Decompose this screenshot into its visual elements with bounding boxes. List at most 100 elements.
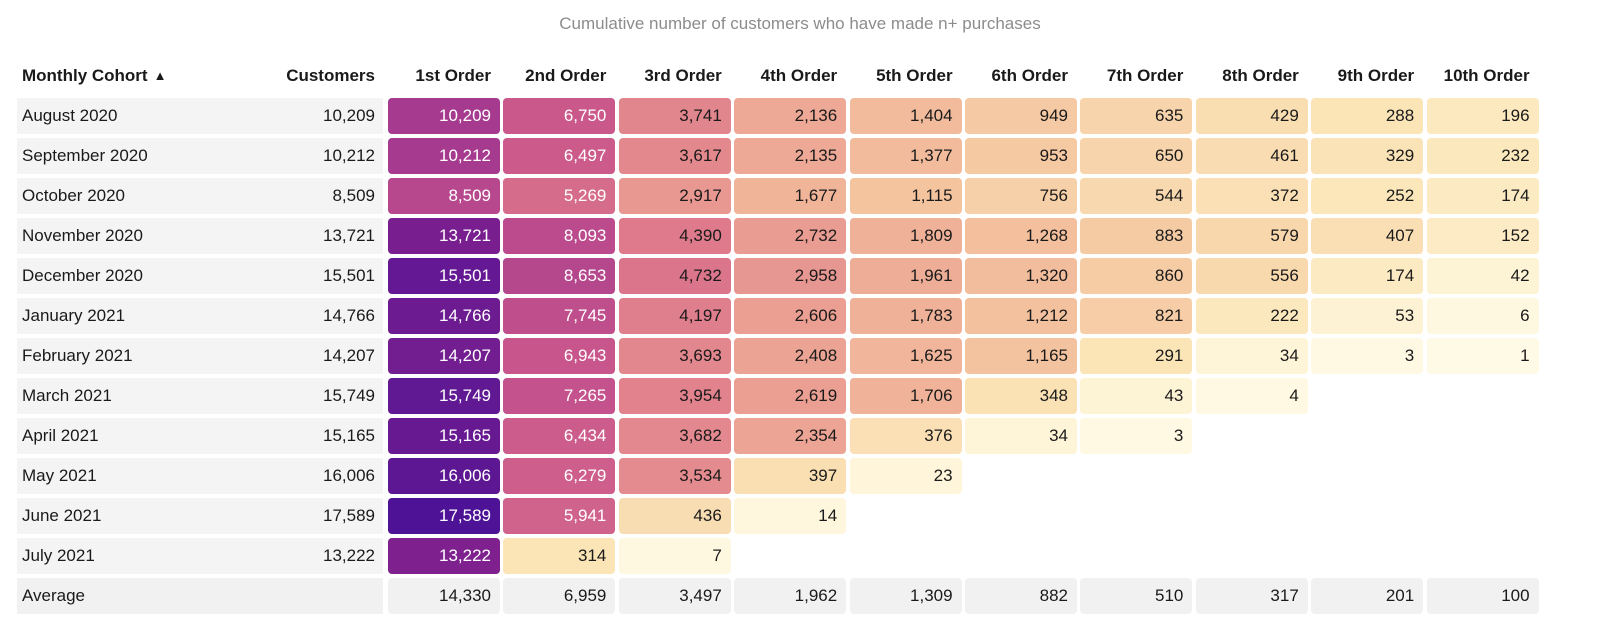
customers-cell: 14,207 xyxy=(270,338,383,374)
cohort-label: January 2021 xyxy=(17,298,270,334)
heatmap-cell: 3,617 xyxy=(618,138,731,174)
column-header-cohort[interactable]: Monthly Cohort ▲ xyxy=(22,62,166,90)
column-header-order-3[interactable]: 3rd Order xyxy=(644,66,722,85)
heatmap-cell: 1,625 xyxy=(849,338,962,374)
heatmap-cell: 429 xyxy=(1195,98,1308,134)
heatmap-cell: 42 xyxy=(1426,258,1539,294)
column-header-order-7[interactable]: 7th Order xyxy=(1106,66,1184,85)
column-header-order-2[interactable]: 2nd Order xyxy=(525,66,607,85)
heatmap-cell: 436 xyxy=(618,498,731,534)
heatmap-cell: 7 xyxy=(618,538,731,574)
heatmap-cell: 1,404 xyxy=(849,98,962,134)
heatmap-cell: 314 xyxy=(503,538,616,574)
cohort-label: August 2020 xyxy=(17,98,270,134)
customers-cell: 13,222 xyxy=(270,538,383,574)
customers-cell: 10,212 xyxy=(270,138,383,174)
heatmap-cell: 16,006 xyxy=(388,458,500,494)
column-header-customers[interactable]: Customers xyxy=(286,66,375,85)
heatmap-cell: 6,279 xyxy=(503,458,616,494)
heatmap-cell: 1,320 xyxy=(965,258,1077,294)
average-cell: 6,959 xyxy=(503,578,616,614)
heatmap-cell: 756 xyxy=(965,178,1077,214)
heatmap-cell: 288 xyxy=(1311,98,1424,134)
heatmap-cell: 2,354 xyxy=(734,418,847,454)
heatmap-cell: 376 xyxy=(849,418,962,454)
heatmap-cell: 397 xyxy=(734,458,847,494)
average-cell: 510 xyxy=(1080,578,1193,614)
heatmap-cell: 15,749 xyxy=(388,378,500,414)
average-cell: 882 xyxy=(965,578,1077,614)
heatmap-cell: 6,497 xyxy=(503,138,616,174)
heatmap-cell: 23 xyxy=(849,458,962,494)
customers-cell: 14,766 xyxy=(270,298,383,334)
triangle-up-icon[interactable]: ▲ xyxy=(153,68,167,83)
heatmap-cell: 2,136 xyxy=(734,98,847,134)
heatmap-cell: 1,783 xyxy=(849,298,962,334)
heatmap-cell: 2,606 xyxy=(734,298,847,334)
heatmap-cell: 174 xyxy=(1311,258,1424,294)
heatmap-cell: 883 xyxy=(1080,218,1193,254)
column-header-order-10[interactable]: 10th Order xyxy=(1443,66,1530,85)
heatmap-cell: 2,958 xyxy=(734,258,847,294)
heatmap-cell: 2,135 xyxy=(734,138,847,174)
heatmap-cell: 7,745 xyxy=(503,298,616,334)
customers-cell: 17,589 xyxy=(270,498,383,534)
cohort-label: March 2021 xyxy=(17,378,270,414)
heatmap-cell: 4,390 xyxy=(618,218,731,254)
column-header-order-1[interactable]: 1st Order xyxy=(415,66,491,85)
heatmap-cell: 949 xyxy=(965,98,1077,134)
heatmap-cell: 1,377 xyxy=(849,138,962,174)
cohort-label: February 2021 xyxy=(17,338,270,374)
heatmap-cell: 635 xyxy=(1080,98,1193,134)
heatmap-cell: 6,434 xyxy=(503,418,616,454)
cohort-label: October 2020 xyxy=(17,178,270,214)
heatmap-cell: 821 xyxy=(1080,298,1193,334)
heatmap-cell: 196 xyxy=(1426,98,1539,134)
heatmap-cell: 3,693 xyxy=(618,338,731,374)
heatmap-cell: 6,750 xyxy=(503,98,616,134)
heatmap-cell: 232 xyxy=(1426,138,1539,174)
heatmap-cell: 5,269 xyxy=(503,178,616,214)
average-cell: 1,309 xyxy=(849,578,962,614)
column-header-label: Monthly Cohort xyxy=(22,66,148,85)
heatmap-cell: 372 xyxy=(1195,178,1308,214)
column-header-order-4[interactable]: 4th Order xyxy=(760,66,838,85)
heatmap-cell: 1 xyxy=(1426,338,1539,374)
average-customers-cell xyxy=(270,578,383,614)
heatmap-cell: 17,589 xyxy=(388,498,500,534)
heatmap-cell: 3,682 xyxy=(618,418,731,454)
heatmap-cell: 860 xyxy=(1080,258,1193,294)
heatmap-cell: 4,732 xyxy=(618,258,731,294)
heatmap-cell: 43 xyxy=(1080,378,1193,414)
column-header-order-9[interactable]: 9th Order xyxy=(1337,66,1415,85)
heatmap-cell: 4,197 xyxy=(618,298,731,334)
heatmap-cell: 2,619 xyxy=(734,378,847,414)
heatmap-cell: 5,941 xyxy=(503,498,616,534)
average-cell: 14,330 xyxy=(388,578,500,614)
heatmap-cell: 6 xyxy=(1426,298,1539,334)
average-cell: 201 xyxy=(1311,578,1424,614)
cohort-label: December 2020 xyxy=(17,258,270,294)
heatmap-cell: 2,408 xyxy=(734,338,847,374)
column-header-order-8[interactable]: 8th Order xyxy=(1222,66,1299,85)
heatmap-cell: 8,509 xyxy=(388,178,500,214)
heatmap-cell: 1,115 xyxy=(849,178,962,214)
heatmap-cell: 14 xyxy=(734,498,847,534)
heatmap-cell: 15,501 xyxy=(388,258,500,294)
customers-cell: 10,209 xyxy=(270,98,383,134)
heatmap-cell: 4 xyxy=(1195,378,1308,414)
heatmap-cell: 1,677 xyxy=(734,178,847,214)
heatmap-cell: 2,732 xyxy=(734,218,847,254)
cohort-label: April 2021 xyxy=(17,418,270,454)
heatmap-cell: 53 xyxy=(1311,298,1424,334)
column-header-order-6[interactable]: 6th Order xyxy=(991,66,1068,85)
heatmap-cell: 329 xyxy=(1311,138,1424,174)
heatmap-cell: 544 xyxy=(1080,178,1193,214)
heatmap-cell: 1,165 xyxy=(965,338,1077,374)
heatmap-cell: 13,721 xyxy=(388,218,500,254)
column-header-order-5[interactable]: 5th Order xyxy=(876,66,953,85)
chart-title: Cumulative number of customers who have … xyxy=(559,14,1041,33)
heatmap-cell: 1,706 xyxy=(849,378,962,414)
customers-cell: 13,721 xyxy=(270,218,383,254)
heatmap-cell: 152 xyxy=(1426,218,1539,254)
